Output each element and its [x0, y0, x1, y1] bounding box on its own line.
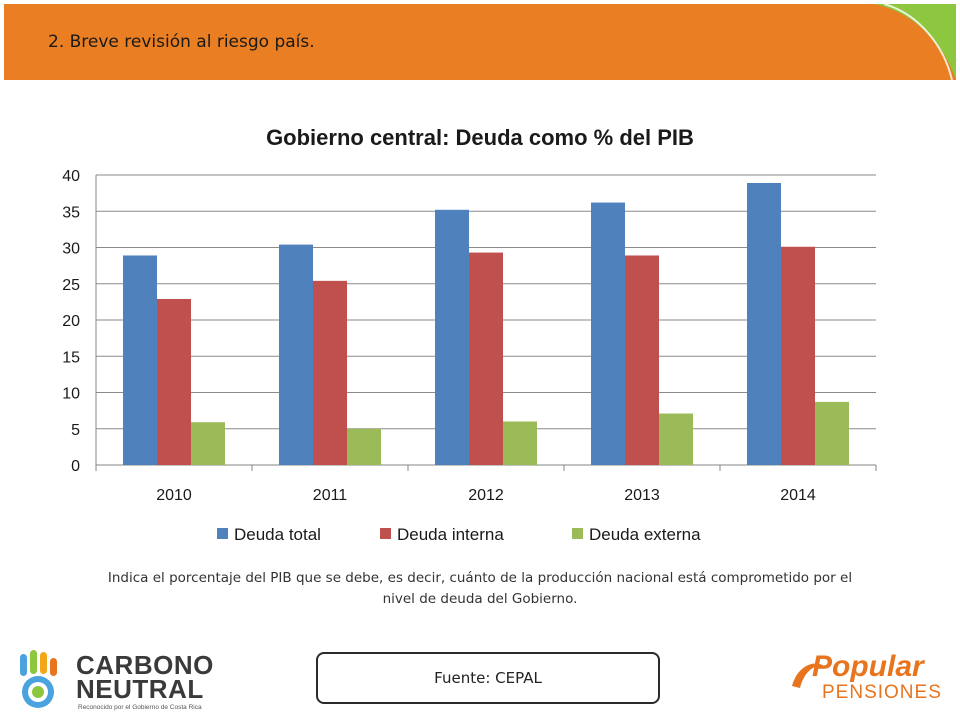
- x-tick-label: 2011: [313, 487, 348, 504]
- bar-deuda-interna: [469, 252, 503, 465]
- legend-swatch: [217, 528, 228, 539]
- chart-description: Indica el porcentaje del PIB que se debe…: [107, 570, 853, 607]
- y-tick-label: 5: [71, 422, 80, 439]
- bar-deuda-externa: [347, 428, 381, 465]
- source-text: Fuente: CEPAL: [434, 669, 542, 687]
- y-tick-label: 20: [62, 313, 80, 330]
- popular-pensiones-logo: Popular PENSIONES: [788, 650, 948, 708]
- bar-deuda-externa: [191, 422, 225, 465]
- logo-text-pensiones: PENSIONES: [822, 682, 942, 703]
- x-tick-label: 2012: [468, 487, 504, 504]
- bar-deuda-total: [279, 244, 313, 465]
- y-tick-label: 25: [62, 277, 80, 294]
- bar-chart: Gobierno central: Deuda como % del PIB 0 5…: [62, 125, 877, 544]
- y-tick-label: 40: [62, 168, 80, 185]
- page-title: 2. Breve revisión al riesgo país.: [48, 32, 315, 52]
- chart-container: Gobierno central: Deuda como % del PIB 0 5…: [0, 100, 960, 560]
- logo-subtext: Reconocido por el Gobierno de Costa Rica: [78, 704, 202, 711]
- carbono-neutral-logo: CARBONO NEUTRAL Reconocido por el Gobier…: [12, 648, 214, 714]
- bar-deuda-total: [591, 202, 625, 466]
- legend-label: Deuda externa: [589, 525, 701, 544]
- hand-icon: [20, 650, 57, 708]
- y-tick-label: 0: [71, 458, 80, 475]
- swoosh-icon: [792, 663, 824, 688]
- chart-title: Gobierno central: Deuda como % del PIB: [266, 125, 694, 150]
- legend-label: Deuda interna: [397, 525, 504, 544]
- bar-deuda-total: [747, 182, 781, 465]
- legend-swatch: [572, 528, 583, 539]
- bar-deuda-interna: [157, 298, 191, 465]
- x-tick-label: 2013: [624, 487, 660, 504]
- bar-deuda-externa: [503, 421, 537, 465]
- header-background: [4, 4, 956, 80]
- logo-text-popular: Popular: [812, 650, 924, 683]
- bar-deuda-interna: [625, 255, 659, 465]
- bar-deuda-interna: [313, 280, 347, 465]
- legend-swatch: [380, 528, 391, 539]
- y-tick-label: 10: [62, 386, 80, 403]
- legend-label: Deuda total: [234, 525, 321, 544]
- y-tick-label: 35: [62, 204, 80, 221]
- y-tick-label: 30: [62, 241, 80, 258]
- bar-deuda-total: [123, 255, 157, 465]
- header-banner: 2. Breve revisión al riesgo país.: [4, 4, 956, 80]
- logo-text-neutral: NEUTRAL: [76, 674, 204, 704]
- x-tick-label: 2014: [780, 487, 816, 504]
- bar-deuda-total: [435, 209, 469, 465]
- logo-text-carbono: CARBONO: [76, 650, 214, 680]
- y-tick-label: 15: [62, 349, 80, 366]
- x-tick-label: 2010: [156, 487, 192, 504]
- source-box: Fuente: CEPAL: [316, 652, 660, 704]
- bar-deuda-interna: [781, 246, 815, 465]
- bar-deuda-externa: [659, 413, 693, 465]
- bar-deuda-externa: [815, 401, 849, 465]
